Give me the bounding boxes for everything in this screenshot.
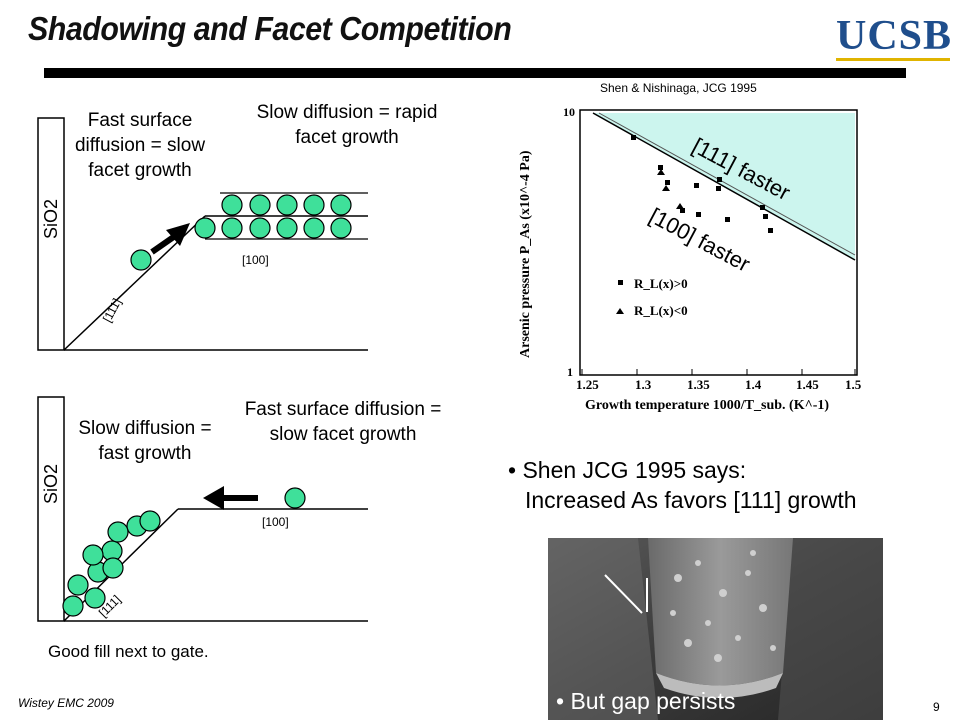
atom — [82, 544, 104, 566]
x-tick: 1.5 — [845, 377, 862, 392]
atom — [84, 587, 106, 609]
atom — [130, 249, 152, 271]
sem-micrograph — [548, 538, 883, 720]
plot-frame — [579, 109, 858, 376]
atom — [221, 194, 243, 216]
graph-xlabel: Growth temperature 1000/T_sub. (K^-1) — [585, 398, 830, 413]
x-tick: 1.35 — [687, 377, 710, 392]
bottom-diagram — [37, 396, 368, 622]
top-diagram — [37, 117, 368, 351]
legend-positive: R_L(x)>0 — [634, 276, 688, 291]
gap-text: But gap persists — [570, 688, 736, 714]
fast-diffusion-label: Fast surface diffusion = slow facet grow… — [244, 399, 442, 445]
boundary-line-2 — [598, 112, 856, 256]
y-tick-1: 1 — [567, 365, 573, 379]
x-tick: 1.4 — [745, 377, 762, 392]
atom — [249, 194, 271, 216]
logo-underline — [836, 58, 950, 61]
shen-line-1: Shen JCG 1995 says: — [522, 457, 747, 483]
graph-citation: Shen & Nishinaga, JCG 1995 — [600, 81, 757, 95]
shen-line-2: Increased As favors [111] growth — [525, 487, 857, 513]
footer-author: Wistey EMC 2009 — [18, 696, 114, 710]
atom — [276, 194, 298, 216]
atom — [221, 217, 243, 239]
atom-rows — [130, 194, 352, 271]
y-tick-10: 10 — [563, 105, 575, 119]
slow-diffusion-label: Slow diffusion = rapid facet growth — [256, 102, 438, 148]
atom — [330, 194, 352, 216]
atom — [62, 595, 84, 617]
atom — [194, 217, 216, 239]
atom — [102, 557, 124, 579]
atom — [303, 194, 325, 216]
sio2-block — [37, 396, 65, 622]
page-number: 9 — [933, 700, 940, 714]
gap-bullet: • But gap persists — [556, 686, 735, 716]
data-points — [616, 135, 773, 314]
title-divider — [44, 68, 906, 78]
sio2-label: SiO2 — [41, 198, 61, 239]
atom — [139, 510, 161, 532]
atom — [303, 217, 325, 239]
diffusion-arrow — [203, 486, 258, 510]
legend-negative: R_L(x)<0 — [634, 303, 688, 318]
atom — [284, 487, 306, 509]
atom — [67, 574, 89, 596]
shen-bullet: • Shen JCG 1995 says: Increased As favor… — [508, 455, 857, 515]
boundary-line — [592, 112, 856, 261]
facet-100-label: [100] — [262, 515, 289, 529]
bullet-dot: • — [556, 688, 571, 714]
x-tick: 1.25 — [576, 377, 599, 392]
bullet-dot: • — [508, 457, 523, 483]
sem-image — [548, 538, 883, 720]
ucsb-logo: UCSB — [836, 13, 953, 59]
atom — [249, 217, 271, 239]
graph-ylabel: Arsenic pressure P_As (x10^-4 Pa) — [518, 150, 533, 358]
slow-diffusion-label: Slow diffusion = fast growth — [78, 418, 212, 464]
page-title: Shadowing and Facet Competition — [28, 10, 512, 47]
x-tick: 1.3 — [635, 377, 652, 392]
as-pressure-graph — [579, 109, 858, 376]
x-tick: 1.45 — [796, 377, 819, 392]
fast-diffusion-label: Fast surface diffusion = slow facet grow… — [74, 110, 206, 181]
x-ticks — [581, 369, 856, 375]
diffusion-arrow — [150, 223, 190, 255]
facet-100-label: [100] — [242, 253, 269, 267]
atom-cluster — [62, 487, 306, 617]
sio2-block — [37, 117, 65, 351]
fill-caption: Good fill next to gate. — [48, 642, 209, 661]
sio2-label: SiO2 — [41, 463, 61, 504]
atom — [276, 217, 298, 239]
atom — [107, 521, 129, 543]
atom — [330, 217, 352, 239]
